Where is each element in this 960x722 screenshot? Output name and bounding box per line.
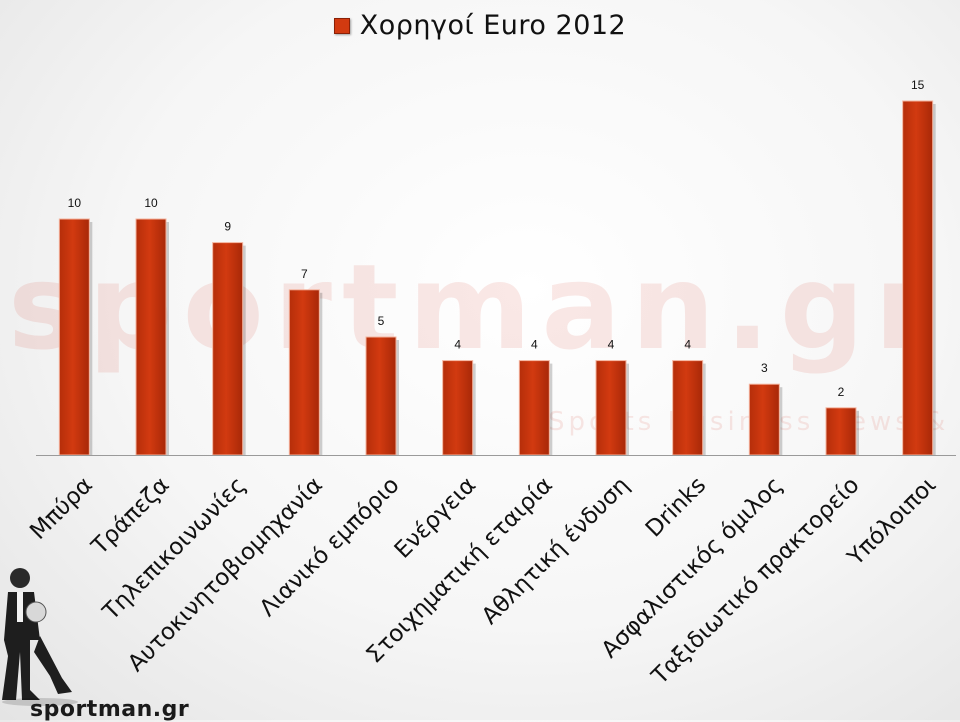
category-label: Αθλητική ένδυση xyxy=(477,472,635,630)
data-label: 10 xyxy=(68,196,82,210)
bar xyxy=(58,218,90,456)
bar xyxy=(212,242,244,456)
legend-swatch xyxy=(333,17,350,34)
data-label: 4 xyxy=(684,338,691,352)
bar xyxy=(672,360,704,456)
category-label: Μπύρα xyxy=(25,472,98,545)
data-label: 5 xyxy=(378,314,385,328)
bar xyxy=(748,383,780,456)
data-label: 7 xyxy=(301,267,308,281)
data-label: 9 xyxy=(224,220,231,234)
bar xyxy=(135,218,167,456)
category-label: Drinks xyxy=(641,472,711,542)
bar xyxy=(518,360,550,456)
bar xyxy=(288,289,320,456)
legend-label: Χορηγοί Euro 2012 xyxy=(359,10,627,41)
bar xyxy=(902,100,934,456)
bar xyxy=(365,336,397,456)
data-label: 10 xyxy=(144,196,158,210)
category-label: Λιανικό εμπόριο xyxy=(255,472,405,622)
data-label: 2 xyxy=(838,385,845,399)
data-label: 4 xyxy=(531,338,538,352)
logo-figure-icon xyxy=(2,568,78,706)
data-label: 15 xyxy=(911,78,925,92)
bar xyxy=(442,360,474,456)
data-label: 4 xyxy=(608,338,615,352)
logo-text: sportman.gr xyxy=(30,697,190,722)
data-label: 4 xyxy=(454,338,461,352)
bar xyxy=(595,360,627,456)
legend: Χορηγοί Euro 2012 xyxy=(0,10,960,41)
data-label: 3 xyxy=(761,361,768,375)
bar xyxy=(825,407,857,456)
